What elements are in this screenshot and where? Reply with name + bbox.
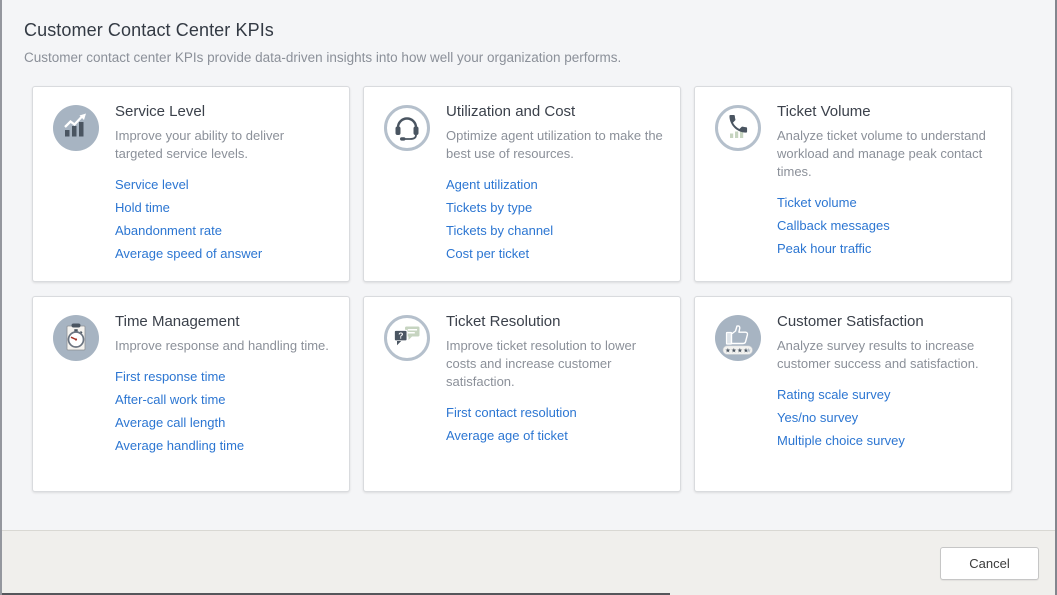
window-bottom-edge bbox=[2, 593, 670, 595]
kpi-link-after-call-work-time[interactable]: After-call work time bbox=[115, 392, 226, 407]
footer-bar: Cancel bbox=[2, 530, 1055, 595]
phone-volume-icon bbox=[715, 105, 761, 151]
svg-text:★★★★: ★★★★ bbox=[725, 346, 749, 354]
kpi-link-yes-no-survey[interactable]: Yes/no survey bbox=[777, 410, 859, 425]
kpi-link-abandonment-rate[interactable]: Abandonment rate bbox=[115, 223, 222, 238]
card-title: Ticket Volume bbox=[777, 103, 871, 120]
kpi-card-service-level: Service Level Improve your ability to de… bbox=[32, 86, 350, 282]
kpi-card-time-management: Time Management Improve response and han… bbox=[32, 296, 350, 492]
card-description: Improve your ability to deliver targeted… bbox=[115, 128, 285, 161]
kpi-link-agent-utilization[interactable]: Agent utilization bbox=[446, 177, 538, 192]
kpi-link-ticket-volume[interactable]: Ticket volume bbox=[777, 195, 857, 210]
card-description: Analyze ticket volume to understand work… bbox=[777, 128, 986, 179]
kpi-card-ticket-volume: Ticket Volume Analyze ticket volume to u… bbox=[694, 86, 1012, 282]
kpi-link-multiple-choice-survey[interactable]: Multiple choice survey bbox=[777, 433, 905, 448]
page-title: Customer Contact Center KPIs bbox=[24, 20, 274, 40]
kpi-link-first-response-time[interactable]: First response time bbox=[115, 369, 226, 384]
card-title: Service Level bbox=[115, 103, 206, 120]
kpi-link-callback-messages[interactable]: Callback messages bbox=[777, 218, 890, 233]
kpi-link-hold-time[interactable]: Hold time bbox=[115, 200, 170, 215]
card-description: Analyze survey results to increase custo… bbox=[777, 338, 979, 371]
card-title: Customer Satisfaction bbox=[777, 313, 924, 330]
kpi-link-average-speed-of-answer[interactable]: Average speed of answer bbox=[115, 246, 263, 261]
thumbs-up-rating-icon: ★★★★ ★ bbox=[715, 315, 761, 361]
kpi-link-first-contact-resolution[interactable]: First contact resolution bbox=[446, 405, 577, 420]
svg-text:★: ★ bbox=[746, 346, 752, 354]
card-title: Time Management bbox=[115, 313, 240, 330]
svg-text:?: ? bbox=[398, 331, 403, 341]
kpi-card-ticket-resolution: ? Ticket Resolution Improve ticket resol… bbox=[363, 296, 681, 492]
kpi-card-grid: Service Level Improve your ability to de… bbox=[32, 86, 1055, 492]
bar-chart-trend-icon bbox=[53, 105, 99, 151]
kpi-link-peak-hour-traffic[interactable]: Peak hour traffic bbox=[777, 241, 872, 256]
question-chat-icon: ? bbox=[384, 315, 430, 361]
kpi-link-tickets-by-channel[interactable]: Tickets by channel bbox=[446, 223, 554, 238]
kpi-link-service-level[interactable]: Service level bbox=[115, 177, 189, 192]
card-title: Ticket Resolution bbox=[446, 313, 561, 330]
card-description: Improve response and handling time. bbox=[115, 338, 329, 353]
page-subtitle: Customer contact center KPIs provide dat… bbox=[24, 50, 622, 65]
kpi-card-customer-satisfaction: ★★★★ ★ Customer Satisfaction Analyze sur… bbox=[694, 296, 1012, 492]
kpi-link-rating-scale-survey[interactable]: Rating scale survey bbox=[777, 387, 891, 402]
kpi-link-average-call-length[interactable]: Average call length bbox=[115, 415, 226, 430]
card-description: Optimize agent utilization to make the b… bbox=[446, 128, 663, 161]
kpi-link-tickets-by-type[interactable]: Tickets by type bbox=[446, 200, 533, 215]
card-description: Improve ticket resolution to lower costs… bbox=[446, 338, 637, 389]
kpi-link-average-handling-time[interactable]: Average handling time bbox=[115, 438, 245, 453]
kpi-link-average-age-of-ticket[interactable]: Average age of ticket bbox=[446, 428, 568, 443]
kpi-card-utilization-and-cost: Utilization and Cost Optimize agent util… bbox=[363, 86, 681, 282]
card-title: Utilization and Cost bbox=[446, 103, 576, 120]
headset-icon bbox=[384, 105, 430, 151]
stopwatch-clipboard-icon bbox=[53, 315, 99, 361]
kpi-link-cost-per-ticket[interactable]: Cost per ticket bbox=[446, 246, 530, 261]
cancel-button[interactable]: Cancel bbox=[940, 546, 1039, 580]
kpi-content: Customer Contact Center KPIs Customer co… bbox=[2, 0, 1055, 492]
